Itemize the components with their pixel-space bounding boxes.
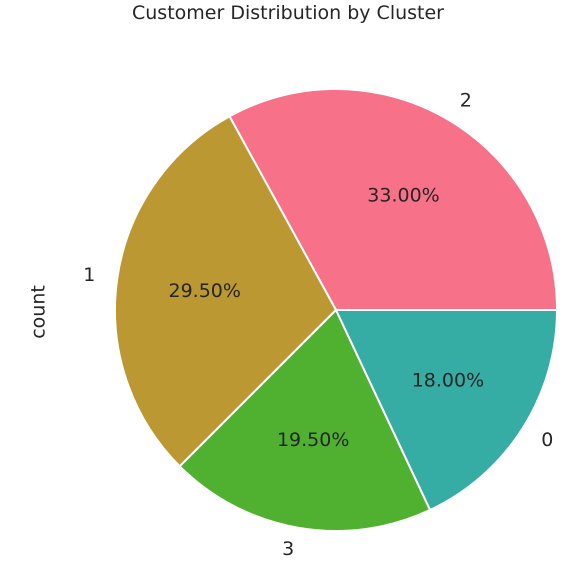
labels-layer: 33.00% 2 29.50% 1 19.50% 3 18.00% 0	[83, 89, 553, 560]
pie-slice-1	[114, 114, 338, 468]
slice-percent-label-3: 19.50%	[277, 429, 349, 451]
slice-percent-label-1: 29.50%	[168, 280, 240, 302]
pie-slice-0	[334, 309, 559, 512]
slice-category-label-3: 3	[282, 538, 294, 560]
chart-title: Customer Distribution by Cluster	[132, 2, 444, 24]
slice-category-label-1: 1	[83, 264, 95, 286]
slice-percent-label-2: 33.00%	[367, 184, 439, 206]
slice-category-label-0: 0	[541, 429, 553, 451]
slices-layer	[114, 88, 559, 532]
slice-percent-label-0: 18.00%	[412, 370, 484, 392]
pie-slice-3	[178, 308, 432, 532]
pie-slice-2	[228, 88, 559, 311]
y-axis-label: count	[28, 285, 50, 339]
slice-category-label-2: 2	[460, 89, 472, 111]
